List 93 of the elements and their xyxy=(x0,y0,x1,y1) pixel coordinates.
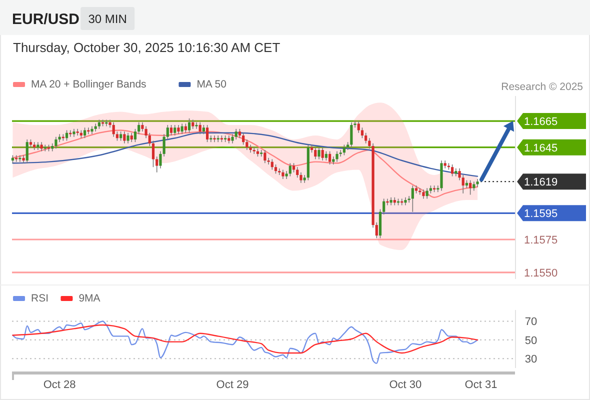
legend-label: RSI xyxy=(31,292,49,304)
text: Research © 2025 xyxy=(501,81,584,93)
candlestick xyxy=(159,150,162,169)
candlestick xyxy=(195,122,198,130)
candlestick xyxy=(278,168,281,176)
candlestick xyxy=(422,189,425,200)
candlestick xyxy=(321,146,324,161)
candlestick xyxy=(83,127,86,139)
candlestick xyxy=(116,131,119,142)
candlestick xyxy=(130,132,133,142)
ref-line-label: 1.1665 xyxy=(524,116,558,128)
candlestick xyxy=(270,158,274,170)
candlestick xyxy=(328,150,332,165)
candlestick xyxy=(364,132,368,144)
candlestick xyxy=(264,150,266,164)
candlestick xyxy=(324,150,328,161)
candlestick xyxy=(469,180,472,196)
candlestick xyxy=(451,164,454,177)
candlestick xyxy=(65,130,68,142)
candlestick xyxy=(120,131,122,142)
candlestick xyxy=(472,181,476,192)
candlestick xyxy=(162,134,166,157)
candlestick xyxy=(54,136,58,150)
line-series xyxy=(12,320,478,364)
candlestick xyxy=(213,135,216,142)
candlestick xyxy=(76,128,79,136)
legend-label: MA 50 xyxy=(196,78,227,90)
y-tick-label: 70 xyxy=(524,316,538,328)
candlestick xyxy=(148,132,151,146)
ref-line-label: 1.1550 xyxy=(524,267,558,280)
candlestick xyxy=(282,169,284,180)
y-tick-label: 30 xyxy=(524,354,538,366)
chart-subtitle: Thursday, October 30, 2025 10:16:30 AM CET xyxy=(13,40,280,55)
candlestick xyxy=(26,139,28,164)
candlestick xyxy=(339,150,342,157)
candlestick xyxy=(192,119,194,130)
candlestick xyxy=(98,119,100,130)
candlestick xyxy=(138,122,140,135)
text: 30 MIN xyxy=(88,12,127,26)
line-series xyxy=(12,324,478,354)
ref-line-label: 1.1575 xyxy=(524,234,558,247)
candlestick xyxy=(314,146,317,160)
candlestick xyxy=(180,123,184,135)
candlestick xyxy=(411,185,414,212)
candlestick xyxy=(234,128,238,140)
candlestick xyxy=(360,127,364,139)
candlestick xyxy=(152,140,155,168)
legend-label: MA 20 + Bollinger Bands xyxy=(31,78,146,90)
candlestick xyxy=(210,135,212,142)
candlestick xyxy=(357,120,360,134)
chart-title: EUR/USD xyxy=(12,11,80,28)
text: Oct 31 xyxy=(464,379,498,391)
candlestick xyxy=(462,174,464,194)
candlestick xyxy=(408,196,410,204)
candlestick xyxy=(252,146,256,154)
candlestick xyxy=(288,162,292,177)
y-tick-label: 50 xyxy=(524,334,538,347)
candlestick xyxy=(242,132,245,146)
candlestick xyxy=(40,142,43,152)
ref-line-label: 1.1595 xyxy=(524,208,558,220)
candlestick xyxy=(246,139,248,150)
candlestick xyxy=(198,122,202,135)
candlestick xyxy=(274,164,278,174)
candlestick xyxy=(177,124,180,135)
x-tick-label: Oct 30 xyxy=(389,379,422,391)
candlestick xyxy=(238,128,242,139)
ref-line-label: 1.1619 xyxy=(524,176,558,189)
candlestick xyxy=(112,122,115,138)
candlestick xyxy=(382,198,386,215)
candlestick xyxy=(202,124,205,135)
candlestick xyxy=(188,118,191,134)
candlestick xyxy=(342,144,346,156)
legend-label: 9MA xyxy=(78,292,100,304)
ref-line-label: 1.1645 xyxy=(524,142,558,154)
candlestick xyxy=(156,156,158,173)
candlestick xyxy=(170,124,173,136)
x-tick-label: Oct 28 xyxy=(43,379,76,391)
candlestick xyxy=(87,127,90,135)
candlestick xyxy=(350,122,353,148)
candlestick xyxy=(134,128,137,142)
candlestick xyxy=(426,188,428,200)
candlestick xyxy=(296,166,299,178)
candlestick xyxy=(318,146,320,160)
candlestick xyxy=(123,131,126,144)
candlestick xyxy=(126,132,130,144)
candlestick xyxy=(216,135,220,142)
candlestick xyxy=(166,124,169,140)
candlestick xyxy=(336,150,338,162)
x-tick-label: Oct 29 xyxy=(216,379,249,391)
candlestick xyxy=(378,208,382,239)
candlestick xyxy=(206,124,209,142)
candlestick xyxy=(141,122,144,132)
candlestick xyxy=(174,124,176,136)
